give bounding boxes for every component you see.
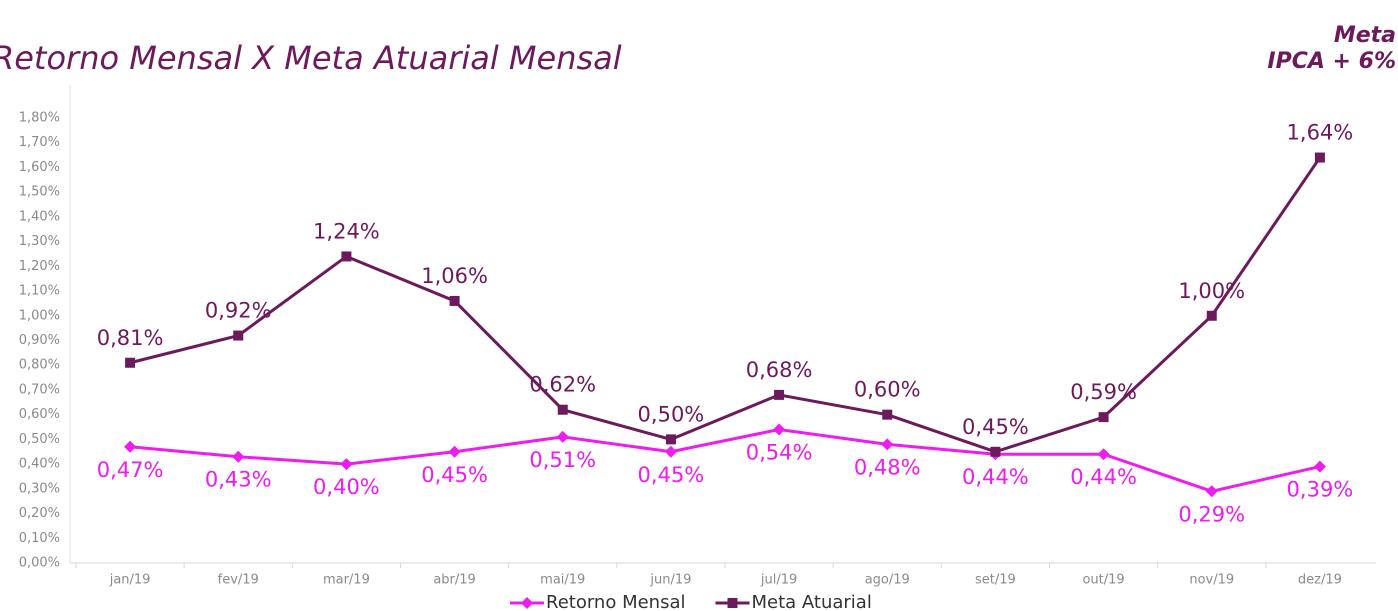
annotation: Meta (1334, 23, 1396, 48)
marker (882, 409, 893, 420)
marker (774, 389, 785, 400)
x-tick-label: nov/19 (1189, 573, 1234, 588)
data-label: 0,44% (962, 465, 1029, 489)
data-label: 0,54% (746, 441, 813, 465)
annotation: IPCA + 6% (1267, 49, 1396, 74)
data-label: 1,64% (1287, 121, 1354, 145)
marker (557, 404, 568, 415)
marker (990, 446, 1001, 457)
y-tick-label: 1,20% (19, 259, 60, 274)
x-tick-label: out/19 (1082, 573, 1124, 588)
data-label: 0,39% (1287, 478, 1354, 502)
marker (341, 251, 352, 262)
data-label: 0,59% (1070, 380, 1137, 404)
marker (233, 330, 244, 341)
data-label: 0,29% (1178, 502, 1245, 526)
marker (1205, 485, 1218, 498)
data-label: 0,92% (205, 299, 272, 323)
series-line (129, 156, 1322, 454)
marker (1314, 152, 1325, 163)
y-tick-label: 1,70% (19, 135, 60, 150)
x-tick-label: jul/19 (760, 573, 797, 588)
y-tick-label: 1,60% (19, 160, 60, 175)
x-tick-label: fev/19 (218, 573, 259, 588)
series-line (129, 427, 1321, 493)
y-tick-label: 1,80% (19, 111, 60, 126)
legend-marker (521, 597, 533, 609)
y-tick-label: 1,40% (19, 209, 60, 224)
data-label: 0,60% (854, 378, 921, 402)
y-tick-label: 0,90% (19, 333, 60, 348)
y-tick-label: 1,30% (19, 234, 60, 249)
marker (664, 445, 677, 458)
x-tick-label: dez/19 (1298, 573, 1342, 588)
y-tick-label: 0,20% (19, 506, 60, 521)
marker (1206, 310, 1217, 321)
data-label: 0,45% (421, 463, 488, 487)
data-label: 0,40% (313, 475, 380, 499)
data-label: 0,81% (97, 326, 164, 350)
marker (665, 434, 676, 445)
data-label: 1,06% (421, 264, 488, 288)
marker (340, 458, 353, 471)
data-label: 0,48% (854, 455, 921, 479)
y-tick-label: 1,10% (19, 284, 60, 299)
y-tick-label: 0,60% (19, 407, 60, 422)
data-label: 0,43% (205, 468, 272, 492)
data-label: 0,68% (746, 358, 813, 382)
data-label: 1,00% (1178, 279, 1245, 303)
marker (1313, 460, 1326, 473)
marker (773, 423, 786, 436)
y-tick-label: 0,40% (19, 457, 60, 472)
marker (1097, 448, 1110, 461)
x-tick-label: ago/19 (865, 573, 910, 588)
marker (1098, 412, 1109, 423)
x-tick-label: set/19 (975, 573, 1016, 588)
y-tick-label: 0,30% (19, 481, 60, 496)
data-label: 0,45% (962, 415, 1029, 439)
marker (124, 440, 137, 453)
data-label: 0,47% (97, 458, 164, 482)
x-tick-label: jan/19 (109, 573, 151, 588)
y-tick-label: 0,00% (19, 556, 60, 571)
marker (232, 450, 245, 463)
y-tick-label: 1,50% (19, 185, 60, 200)
y-tick-label: 1,00% (19, 308, 60, 323)
x-tick-label: mai/19 (540, 573, 585, 588)
marker (881, 438, 894, 451)
y-tick-label: 0,70% (19, 382, 60, 397)
legend-marker (727, 598, 738, 608)
data-label: 0,62% (529, 373, 596, 397)
chart-title: Retorno Mensal X Meta Atuarial Mensal (0, 39, 622, 77)
marker (449, 295, 460, 306)
marker (448, 445, 461, 458)
data-label: 0,50% (638, 402, 705, 426)
x-tick-label: jun/19 (649, 573, 691, 588)
y-tick-label: 0,10% (19, 531, 60, 546)
y-tick-label: 0,80% (19, 358, 60, 373)
x-tick-label: mar/19 (323, 573, 370, 588)
data-label: 0,51% (529, 448, 596, 472)
marker (125, 357, 136, 368)
data-label: 1,24% (313, 219, 380, 243)
x-tick-label: abr/19 (433, 573, 476, 588)
data-label: 0,45% (638, 463, 705, 487)
marker (556, 430, 569, 443)
legend-label: Meta Atuarial (752, 592, 872, 611)
y-tick-label: 0,50% (19, 432, 60, 447)
legend-label: Retorno Mensal (546, 592, 686, 611)
data-label: 0,44% (1070, 465, 1137, 489)
